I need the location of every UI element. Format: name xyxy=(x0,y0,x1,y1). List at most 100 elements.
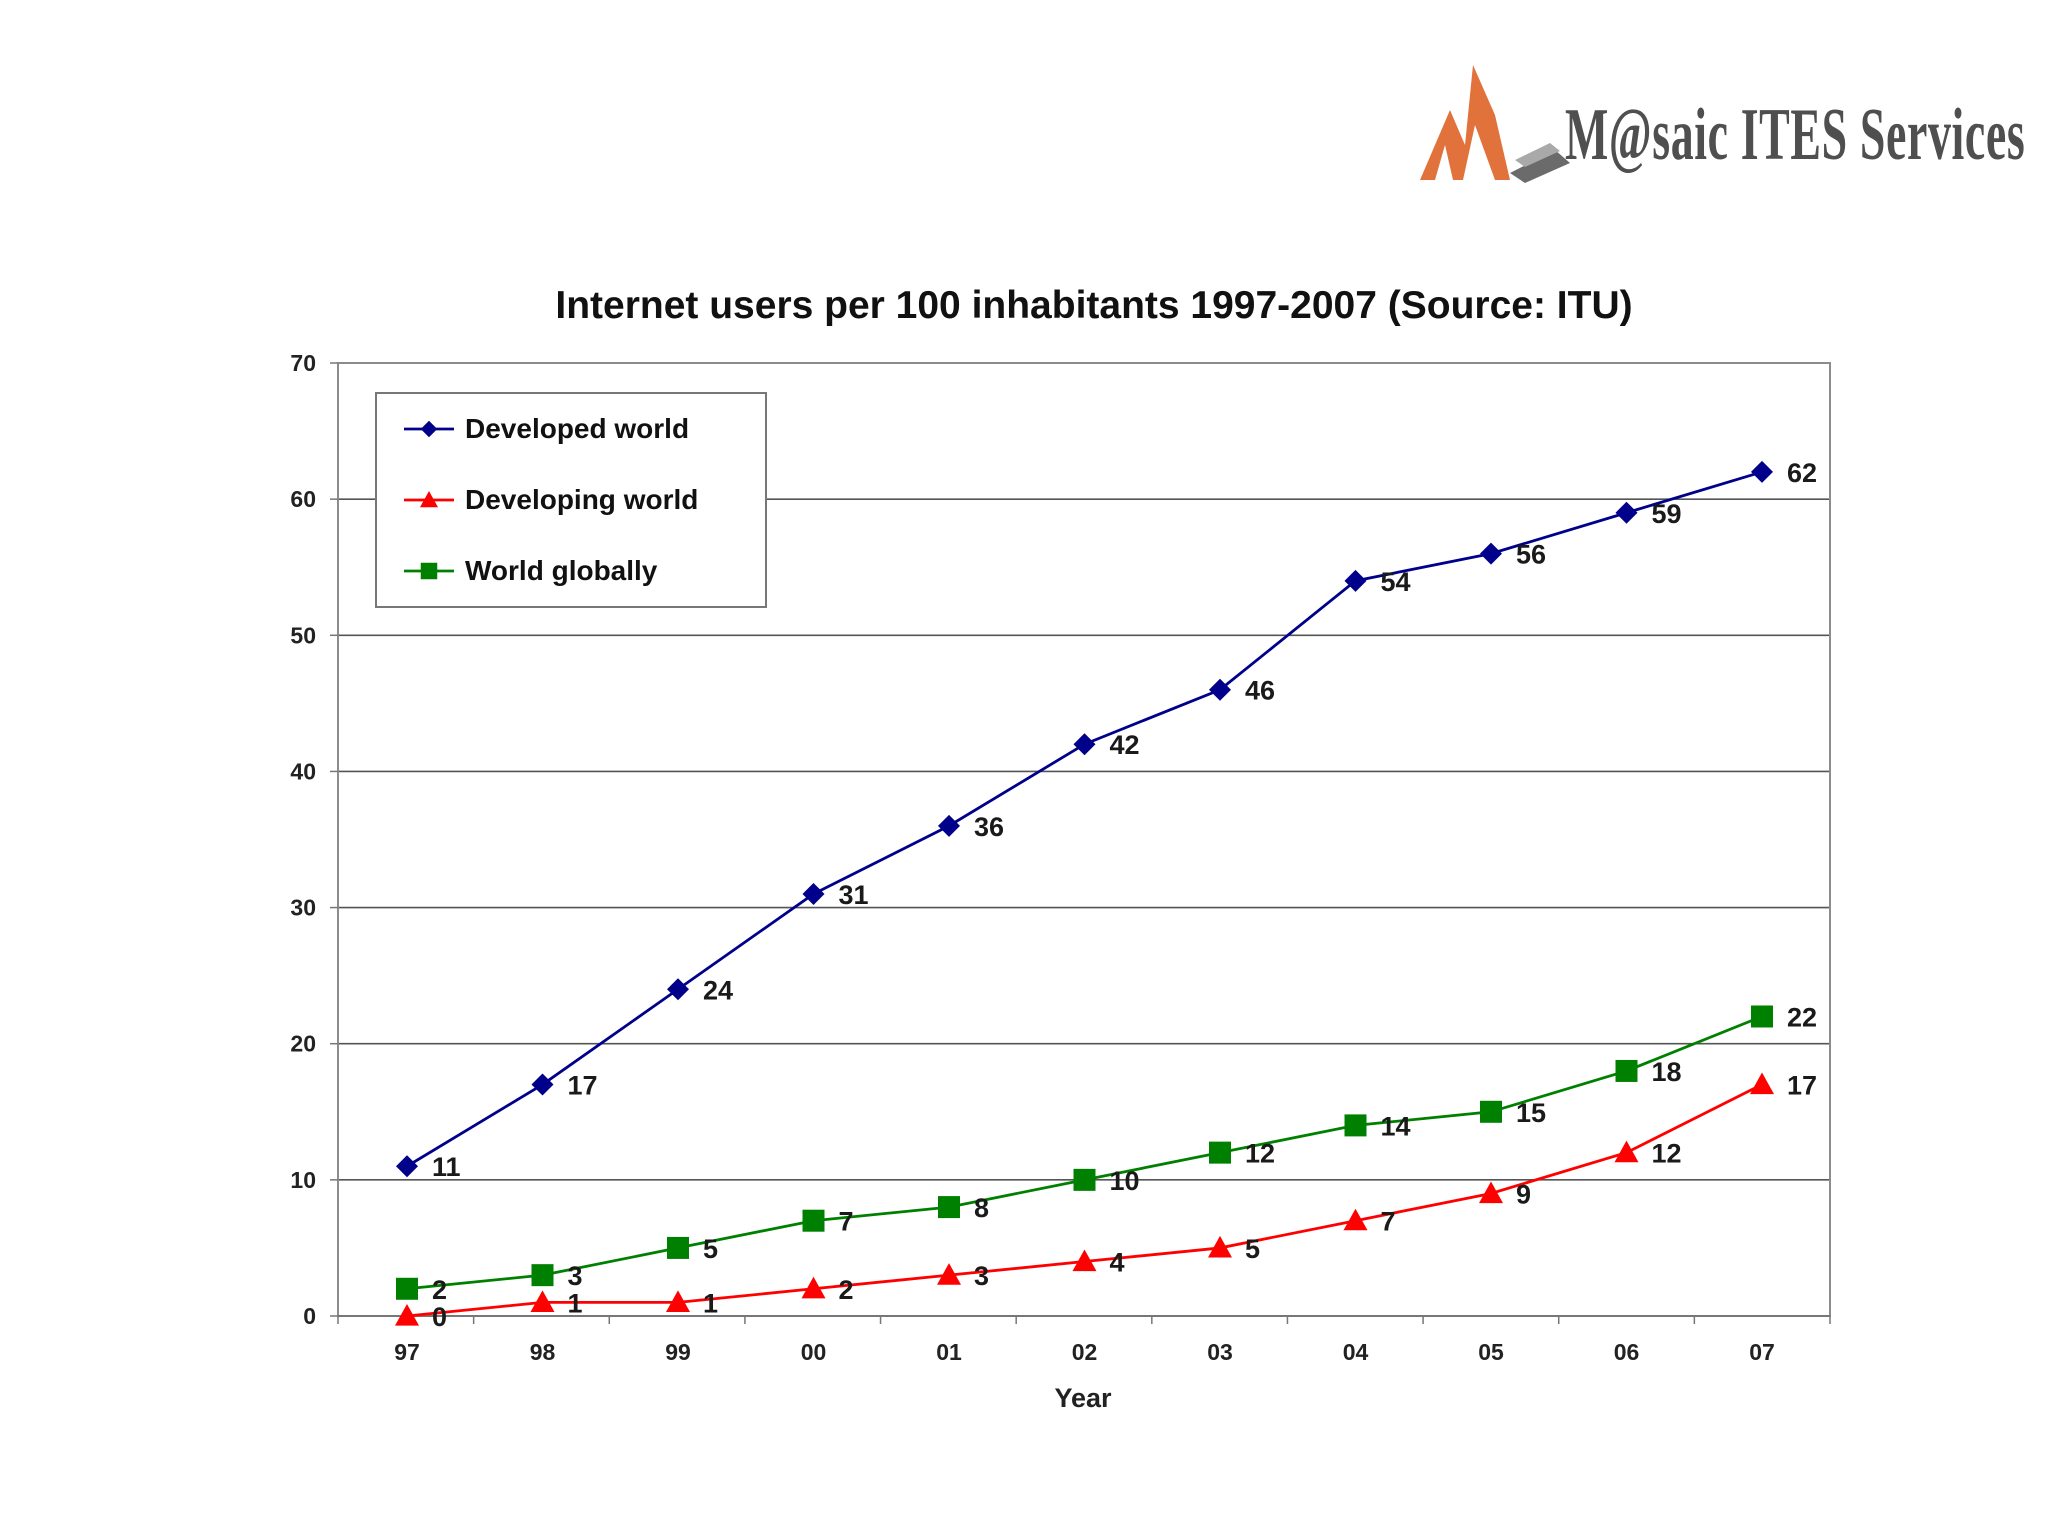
data-label: 8 xyxy=(974,1193,989,1223)
data-label: 2 xyxy=(839,1275,854,1305)
data-label: 17 xyxy=(1787,1071,1817,1101)
y-tick-label: 50 xyxy=(290,622,316,648)
mosaic-logo-icon xyxy=(1420,65,1570,183)
data-point-square xyxy=(1480,1100,1502,1123)
data-point-square xyxy=(1615,1059,1638,1082)
y-tick-label: 10 xyxy=(290,1167,316,1193)
data-point-diamond xyxy=(1615,501,1638,524)
data-point-diamond xyxy=(531,1073,554,1096)
data-label: 1 xyxy=(703,1288,718,1318)
data-point-diamond xyxy=(1480,542,1502,565)
legend-marker-square xyxy=(420,562,438,580)
x-tick-label: 97 xyxy=(394,1339,420,1365)
data-label: 5 xyxy=(703,1234,718,1264)
y-tick-label: 40 xyxy=(290,758,316,784)
data-label: 10 xyxy=(1110,1166,1140,1196)
data-label: 36 xyxy=(974,812,1004,842)
x-tick-label: 01 xyxy=(936,1339,962,1365)
logo-text: M@saic ITES Services xyxy=(1565,94,2026,176)
x-tick-label: 02 xyxy=(1072,1339,1098,1365)
data-point-triangle xyxy=(1750,1072,1774,1095)
x-axis-label: Year xyxy=(1054,1383,1112,1413)
data-point-diamond xyxy=(802,882,825,905)
x-tick-label: 99 xyxy=(665,1339,691,1365)
data-point-triangle xyxy=(530,1290,555,1312)
legend-item: World globally xyxy=(404,555,658,586)
x-tick-label: 04 xyxy=(1343,1339,1369,1365)
data-point-diamond xyxy=(1344,569,1367,592)
data-point-square xyxy=(396,1277,418,1300)
x-tick-label: 98 xyxy=(530,1339,556,1365)
y-tick-label: 0 xyxy=(303,1303,316,1329)
x-tick-label: 00 xyxy=(801,1339,827,1365)
data-point-square xyxy=(1751,1005,1773,1028)
data-point-diamond xyxy=(667,978,689,1001)
data-label: 17 xyxy=(568,1071,598,1101)
data-point-triangle xyxy=(666,1290,690,1312)
data-label: 3 xyxy=(974,1261,989,1291)
y-tick-label: 30 xyxy=(290,895,316,921)
data-label: 9 xyxy=(1516,1179,1531,1209)
data-label: 42 xyxy=(1110,730,1140,760)
data-label: 7 xyxy=(1381,1207,1396,1237)
data-point-diamond xyxy=(1751,460,1773,483)
legend-item: Developing world xyxy=(404,484,698,515)
data-point-triangle xyxy=(1614,1140,1639,1163)
data-point-triangle xyxy=(1072,1249,1097,1272)
data-point-diamond xyxy=(1209,678,1231,701)
data-label: 59 xyxy=(1652,499,1682,529)
data-label: 3 xyxy=(568,1261,583,1291)
data-label: 4 xyxy=(1110,1248,1125,1278)
series-line xyxy=(406,1015,1763,1291)
x-tick-label: 03 xyxy=(1207,1339,1233,1365)
x-tick-label: 07 xyxy=(1749,1339,1775,1365)
x-tick-label: 06 xyxy=(1614,1339,1640,1365)
data-point-square xyxy=(667,1236,689,1259)
data-label: 2 xyxy=(432,1275,447,1305)
data-point-diamond xyxy=(938,814,960,837)
data-point-square xyxy=(802,1209,825,1232)
data-point-triangle xyxy=(395,1304,419,1326)
y-axis: 0 10 20 30 40 50 60 70 xyxy=(290,350,338,1329)
data-label: 12 xyxy=(1652,1139,1682,1169)
data-label: 31 xyxy=(839,880,869,910)
data-label: 14 xyxy=(1381,1111,1411,1141)
data-point-square xyxy=(1209,1141,1231,1164)
company-logo: M@saic ITES Services xyxy=(1415,55,2025,185)
data-label: 54 xyxy=(1381,567,1411,597)
data-point-square xyxy=(1344,1114,1367,1137)
data-label: 0 xyxy=(432,1302,447,1332)
y-tick-label: 20 xyxy=(290,1031,316,1057)
data-point-triangle xyxy=(1479,1181,1503,1204)
legend: Developed world Developing world World glo… xyxy=(375,392,767,608)
legend-marker-diamond xyxy=(420,420,438,438)
data-point-triangle xyxy=(801,1276,826,1299)
data-label: 56 xyxy=(1516,540,1546,570)
legend-label: Developed world xyxy=(465,413,689,444)
data-label: 12 xyxy=(1245,1139,1275,1169)
data-point-diamond xyxy=(396,1155,418,1178)
data-point-triangle xyxy=(1343,1208,1368,1231)
data-point-square xyxy=(1073,1168,1096,1191)
series-line xyxy=(406,1083,1763,1318)
legend-label: World globally xyxy=(465,555,658,586)
legend-marker-triangle xyxy=(420,491,438,508)
data-label: 11 xyxy=(432,1152,461,1182)
data-point-diamond xyxy=(1073,733,1096,756)
legend-item: Developed world xyxy=(404,413,689,444)
data-label: 15 xyxy=(1516,1098,1546,1128)
x-axis: 97 98 99 00 01 02 03 04 05 06 07 xyxy=(337,1315,1831,1365)
data-label: 62 xyxy=(1787,458,1817,488)
series-world-globally: 2 3 5 7 8 10 12 14 15 18 22 xyxy=(396,1002,1817,1305)
data-label: 1 xyxy=(568,1288,583,1318)
data-label: 22 xyxy=(1787,1002,1817,1032)
x-tick-label: 05 xyxy=(1478,1339,1504,1365)
data-point-triangle xyxy=(937,1263,961,1285)
y-tick-label: 70 xyxy=(290,350,316,376)
data-point-triangle xyxy=(1208,1235,1232,1258)
series-developed-world: 11 17 24 31 36 42 46 54 56 59 62 xyxy=(396,458,1817,1182)
chart-title: Internet users per 100 inhabitants 1997-… xyxy=(555,284,1632,327)
legend-label: Developing world xyxy=(465,484,698,515)
